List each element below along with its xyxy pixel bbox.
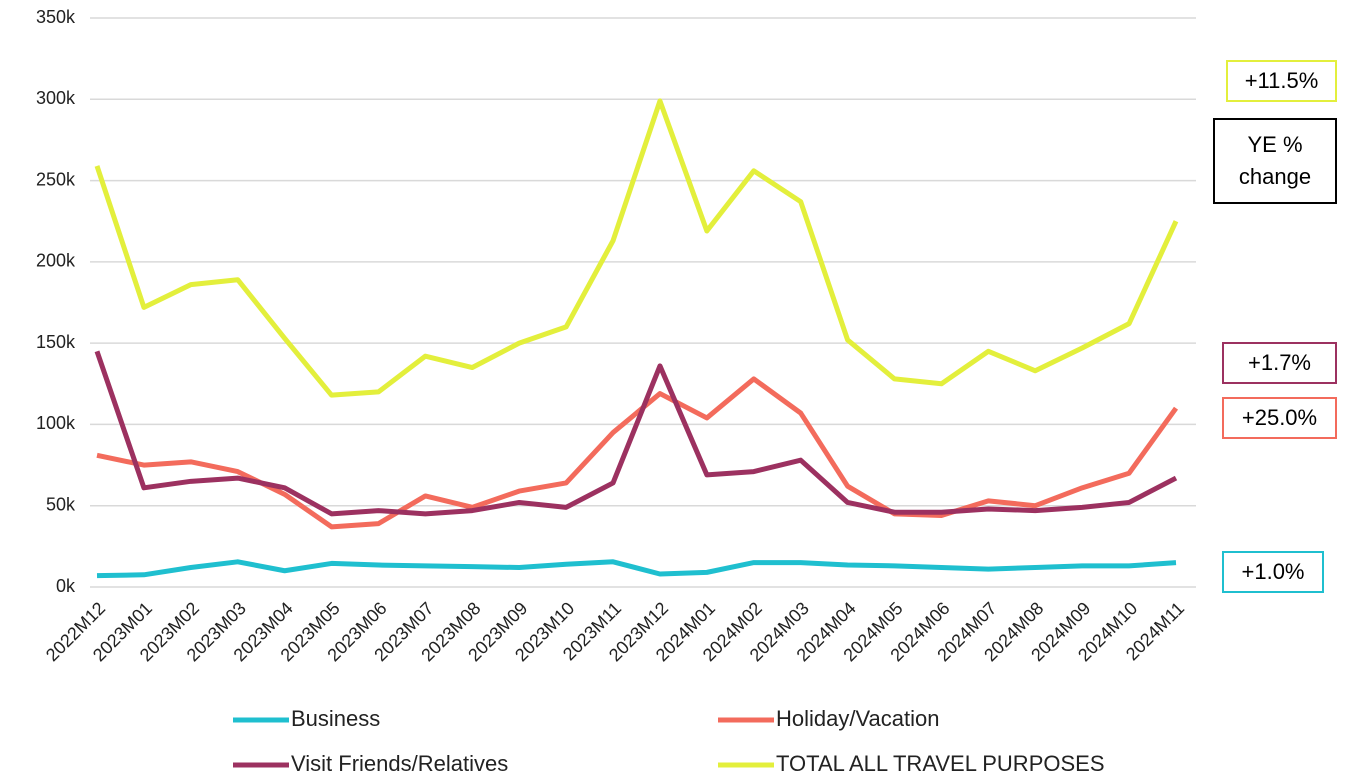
y-tick-label: 300k xyxy=(36,88,76,108)
legend-label: TOTAL ALL TRAVEL PURPOSES xyxy=(776,751,1105,776)
series-line xyxy=(94,98,1179,398)
legend-label: Visit Friends/Relatives xyxy=(291,751,508,776)
y-tick-label: 250k xyxy=(36,169,76,189)
y-tick-label: 150k xyxy=(36,332,76,352)
y-tick-label: 200k xyxy=(36,251,76,271)
annotation: +1.0% xyxy=(1222,551,1324,593)
y-tick-label: 100k xyxy=(36,413,76,433)
annotation: +1.7% xyxy=(1222,342,1337,384)
series-line xyxy=(94,350,1178,517)
y-tick-label: 0k xyxy=(56,576,76,596)
annotation: YE % change xyxy=(1213,118,1337,204)
series-line xyxy=(96,376,1179,530)
y-tick-label: 350k xyxy=(36,7,76,27)
series-line xyxy=(96,559,1177,579)
annotation: +11.5% xyxy=(1226,60,1337,102)
annotation: +25.0% xyxy=(1222,397,1337,439)
y-tick-label: 50k xyxy=(46,494,76,514)
legend-label: Business xyxy=(291,706,380,731)
legend-label: Holiday/Vacation xyxy=(776,706,939,731)
